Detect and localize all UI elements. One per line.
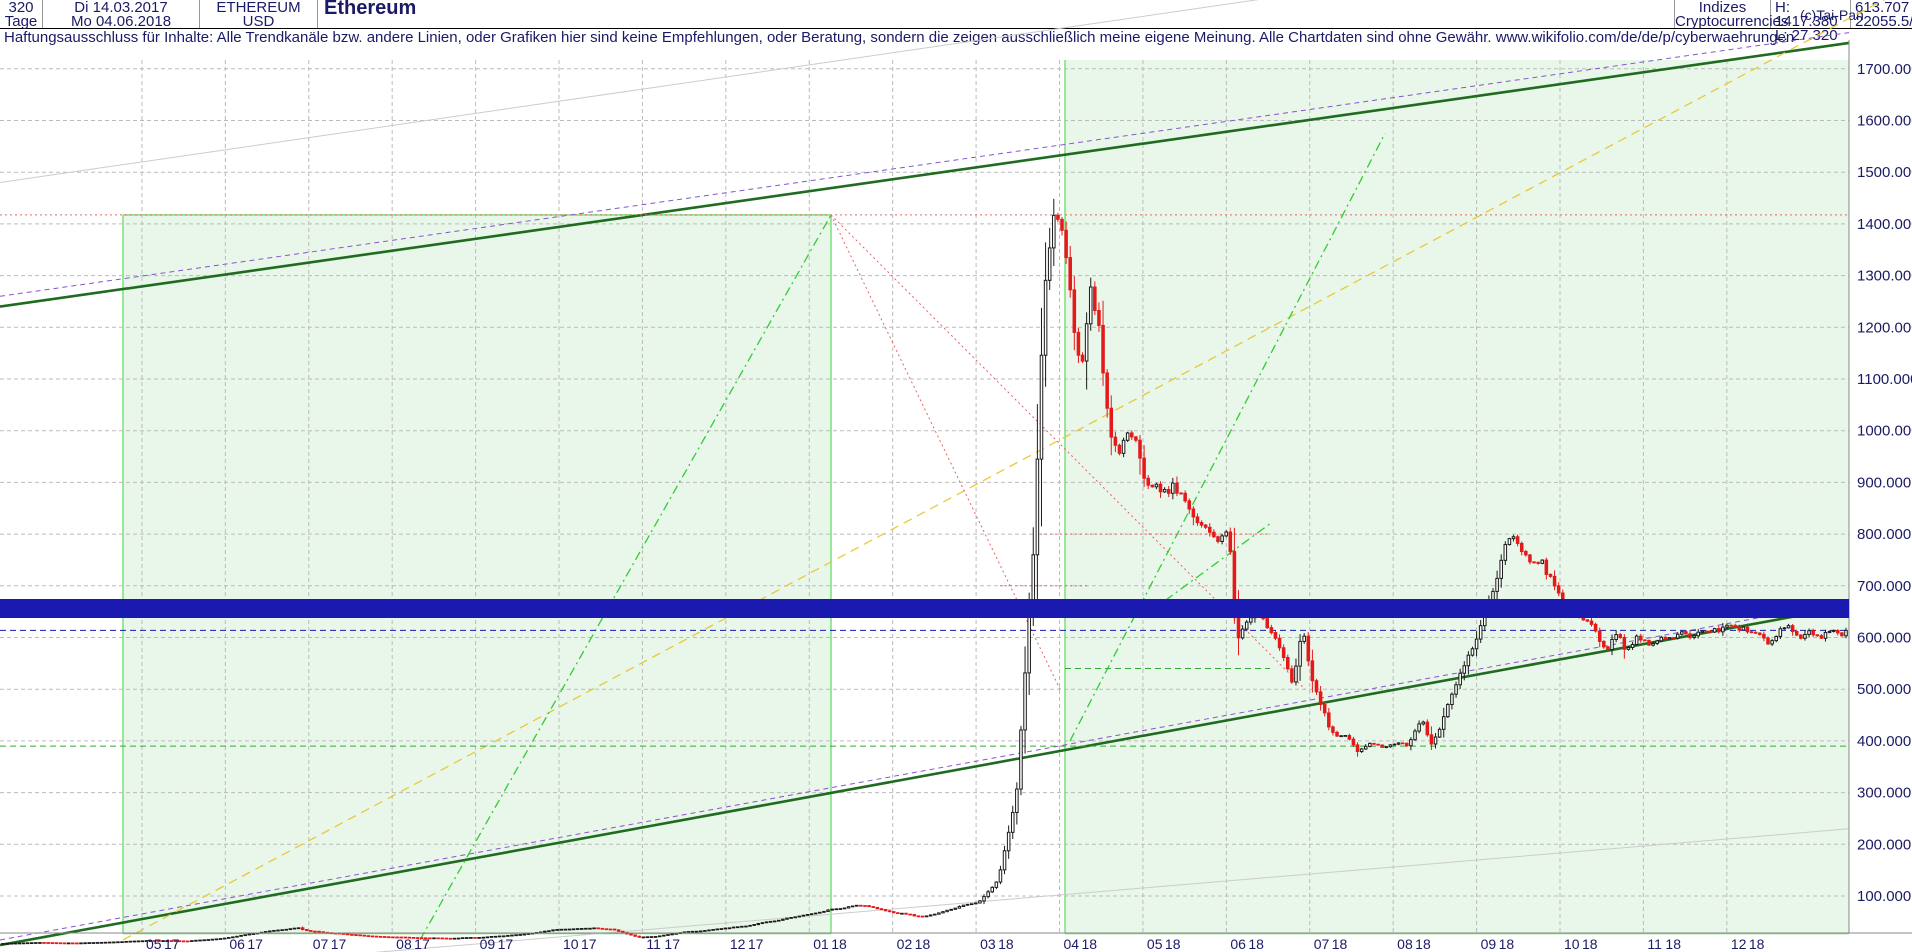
svg-text:12: 12	[730, 936, 746, 952]
svg-text:18: 18	[1415, 936, 1431, 952]
svg-text:800.000: 800.000	[1857, 526, 1911, 543]
svg-text:1100.000: 1100.000	[1857, 371, 1912, 388]
svg-text:09: 09	[1481, 936, 1497, 952]
svg-text:18: 18	[1665, 936, 1681, 952]
svg-text:17: 17	[164, 936, 180, 952]
svg-text:02: 02	[897, 936, 913, 952]
svg-text:600.000: 600.000	[1857, 630, 1911, 647]
svg-text:400.000: 400.000	[1857, 733, 1911, 750]
svg-text:1600.000: 1600.000	[1857, 113, 1912, 130]
svg-text:11: 11	[1647, 936, 1662, 952]
svg-text:10: 10	[1564, 936, 1580, 952]
svg-text:12: 12	[1731, 936, 1747, 952]
svg-text:17: 17	[664, 936, 680, 952]
svg-text:10: 10	[563, 936, 579, 952]
svg-text:200.000: 200.000	[1857, 836, 1911, 853]
svg-text:18: 18	[831, 936, 847, 952]
svg-text:06: 06	[1230, 936, 1246, 952]
svg-text:17: 17	[414, 936, 430, 952]
svg-text:17: 17	[498, 936, 514, 952]
svg-text:05: 05	[1147, 936, 1163, 952]
svg-text:07: 07	[313, 936, 329, 952]
svg-text:17: 17	[748, 936, 764, 952]
svg-text:04: 04	[1064, 936, 1080, 952]
svg-text:07: 07	[1314, 936, 1330, 952]
svg-text:18: 18	[915, 936, 931, 952]
svg-text:1500.000: 1500.000	[1857, 164, 1912, 181]
svg-text:18: 18	[1499, 936, 1515, 952]
svg-text:1000.000: 1000.000	[1857, 423, 1912, 440]
svg-text:18: 18	[1749, 936, 1765, 952]
svg-text:05: 05	[146, 936, 162, 952]
svg-text:1400.000: 1400.000	[1857, 216, 1912, 233]
svg-text:17: 17	[581, 936, 597, 952]
svg-text:08: 08	[396, 936, 412, 952]
svg-text:18: 18	[1082, 936, 1098, 952]
svg-text:1300.000: 1300.000	[1857, 268, 1912, 285]
svg-text:1200.000: 1200.000	[1857, 319, 1912, 336]
svg-text:09: 09	[480, 936, 496, 952]
svg-text:900.000: 900.000	[1857, 474, 1911, 491]
svg-text:300.000: 300.000	[1857, 785, 1911, 802]
svg-text:18: 18	[1332, 936, 1348, 952]
svg-text:100.000: 100.000	[1857, 888, 1911, 905]
svg-text:613.707: 613.707	[1852, 600, 1903, 616]
svg-text:06: 06	[229, 936, 245, 952]
svg-text:03: 03	[980, 936, 996, 952]
svg-text:08: 08	[1397, 936, 1413, 952]
svg-text:18: 18	[1165, 936, 1181, 952]
svg-text:11: 11	[646, 936, 661, 952]
svg-text:17: 17	[331, 936, 347, 952]
svg-text:01: 01	[813, 936, 829, 952]
svg-text:18: 18	[1248, 936, 1264, 952]
svg-text:500.000: 500.000	[1857, 681, 1911, 698]
svg-text:1700.000: 1700.000	[1857, 61, 1912, 78]
svg-text:17: 17	[247, 936, 263, 952]
svg-text:18: 18	[1582, 936, 1598, 952]
svg-text:700.000: 700.000	[1857, 578, 1911, 595]
svg-text:18: 18	[998, 936, 1014, 952]
